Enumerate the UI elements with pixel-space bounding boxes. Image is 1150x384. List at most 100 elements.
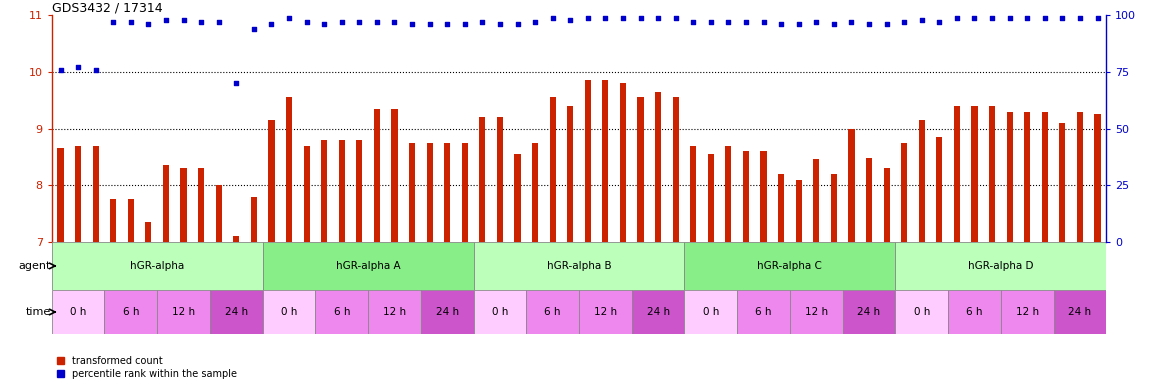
Point [350,19,368,25]
Bar [1042,112,1048,242]
Bar [58,149,63,242]
Bar [760,151,767,242]
Text: 0 h: 0 h [70,307,86,317]
Text: 24 h: 24 h [646,307,669,317]
Point [491,22,509,28]
Bar [620,83,626,242]
Text: hGR-alpha A: hGR-alpha A [336,261,400,271]
Text: 24 h: 24 h [224,307,248,317]
Bar [989,106,995,242]
Point [508,22,527,28]
Point [631,15,650,21]
Bar [743,151,749,242]
Bar [684,290,737,334]
Point [438,22,457,28]
Point [298,19,316,25]
Bar [286,98,292,242]
Bar [830,174,837,242]
Bar [158,290,210,334]
Bar [883,168,890,242]
Point [561,17,580,23]
Point [86,67,105,73]
Bar [339,140,345,242]
Point [368,19,386,25]
Text: hGR-alpha B: hGR-alpha B [546,261,612,271]
Bar [1053,290,1106,334]
Text: 24 h: 24 h [858,307,881,317]
Bar [210,290,262,334]
Point [895,19,913,25]
Text: 6 h: 6 h [334,307,350,317]
Bar [315,290,368,334]
Point [455,22,474,28]
Point [684,19,703,25]
Bar [427,143,432,242]
Text: 6 h: 6 h [544,307,561,317]
Point [192,19,210,25]
Bar [1000,290,1053,334]
Bar [849,129,854,242]
Text: time: time [25,307,51,317]
Bar [843,290,896,334]
Point [473,19,491,25]
Bar [480,118,485,242]
Point [315,22,334,28]
Point [122,19,140,25]
Bar [474,242,684,290]
Text: 0 h: 0 h [913,307,930,317]
Text: 24 h: 24 h [1068,307,1091,317]
Text: 24 h: 24 h [436,307,459,317]
Text: 0 h: 0 h [492,307,508,317]
Point [227,80,245,86]
Point [1071,15,1089,21]
Point [983,15,1002,21]
Bar [707,154,714,242]
Point [1088,15,1106,21]
Text: hGR-alpha C: hGR-alpha C [758,261,822,271]
Bar [110,199,116,242]
Point [245,26,263,32]
Text: 12 h: 12 h [383,307,406,317]
Bar [953,106,960,242]
Text: agent: agent [18,261,51,271]
Text: 12 h: 12 h [805,307,828,317]
Bar [128,199,133,242]
Point [544,15,562,21]
Bar [461,143,468,242]
Text: 12 h: 12 h [172,307,196,317]
Bar [374,109,380,242]
Text: 0 h: 0 h [703,307,719,317]
Bar [1025,112,1030,242]
Point [262,22,281,28]
Bar [578,290,631,334]
Point [69,65,87,71]
Text: 6 h: 6 h [123,307,139,317]
Bar [474,290,527,334]
Bar [198,168,205,242]
Point [156,17,175,23]
Point [842,19,860,25]
Bar [1059,123,1065,242]
Point [719,19,737,25]
Text: 0 h: 0 h [281,307,297,317]
Point [667,15,685,21]
Bar [251,197,256,242]
Bar [902,143,907,242]
Bar [726,146,731,242]
Text: 12 h: 12 h [1015,307,1038,317]
Point [860,22,879,28]
Bar [181,168,186,242]
Bar [75,146,82,242]
Bar [356,140,362,242]
Bar [1006,112,1013,242]
Bar [919,120,925,242]
Point [825,22,843,28]
Point [578,15,597,21]
Bar [1095,114,1101,242]
Point [649,15,667,21]
Point [402,22,421,28]
Bar [532,143,538,242]
Point [1053,15,1072,21]
Bar [796,180,802,242]
Point [913,17,932,23]
